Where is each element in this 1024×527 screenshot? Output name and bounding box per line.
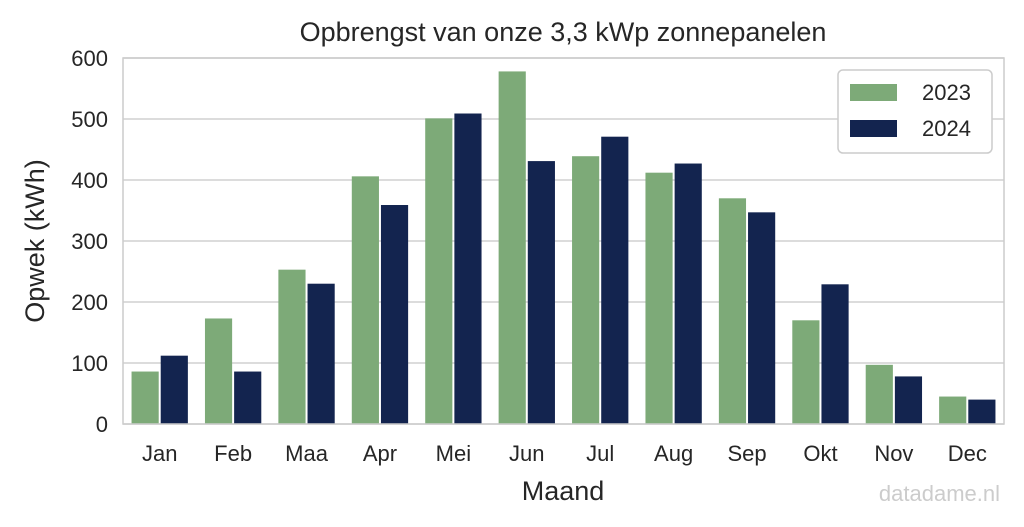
bar-2024-aug: [674, 163, 702, 424]
watermark-text: datadame.nl: [879, 481, 1000, 506]
bar-2024-okt: [821, 284, 849, 424]
bar-2024-jun: [527, 161, 555, 424]
bar-2023-okt: [792, 320, 820, 424]
y-tick-label: 100: [71, 351, 108, 376]
bar-2024-maa: [307, 283, 335, 424]
legend-label-2024: 2024: [922, 116, 971, 141]
legend-label-2023: 2023: [922, 80, 971, 105]
bar-2023-jul: [572, 156, 600, 424]
bar-2023-sep: [718, 198, 747, 424]
x-tick-label: Nov: [874, 441, 913, 466]
legend-swatch-2023: [850, 84, 897, 101]
plot-frame: [122, 57, 1005, 425]
bar-2023-apr: [351, 176, 379, 424]
x-tick-label: Mei: [436, 441, 471, 466]
bars: [131, 71, 996, 425]
x-tick-label: Jun: [509, 441, 544, 466]
bar-2024-apr: [380, 205, 409, 424]
bar-2023-aug: [645, 172, 673, 424]
x-tick-label: Aug: [654, 441, 693, 466]
y-tick-label: 300: [71, 229, 108, 254]
legend: 2023 2024: [837, 69, 993, 154]
bar-2024-mei: [454, 113, 482, 424]
x-axis-label: Maand: [522, 476, 605, 506]
bar-2024-dec: [968, 399, 996, 424]
x-tick-label: Dec: [948, 441, 987, 466]
y-axis-label: Opwek (kWh): [20, 159, 50, 323]
y-tick-label: 0: [96, 412, 108, 437]
x-tick-label: Okt: [803, 441, 837, 466]
y-tick-labels: 0 100 200 300 400 500 600: [71, 46, 108, 437]
bar-2024-sep: [748, 212, 776, 424]
bar-2023-mei: [425, 118, 453, 424]
bar-2023-dec: [939, 396, 967, 424]
x-tick-label: Sep: [727, 441, 766, 466]
x-tick-label: Apr: [363, 441, 397, 466]
x-tick-label: Jul: [586, 441, 614, 466]
x-tick-labels: Jan Feb Maa Apr Mei Jun Jul Aug Sep Okt Nov Dec: [142, 441, 987, 466]
bar-2023-maa: [278, 269, 306, 424]
bar-2023-nov: [865, 364, 893, 424]
y-tick-label: 200: [71, 290, 108, 315]
bar-2023-jun: [498, 71, 526, 425]
bar-2024-jan: [160, 355, 188, 424]
x-tick-label: Feb: [214, 441, 252, 466]
bar-2023-feb: [204, 318, 233, 424]
y-tick-label: 600: [71, 46, 108, 71]
y-tick-label: 500: [71, 107, 108, 132]
bar-2024-nov: [894, 376, 923, 424]
y-tick-label: 400: [71, 168, 108, 193]
bar-2023-jan: [131, 371, 159, 424]
x-tick-label: Maa: [285, 441, 329, 466]
x-tick-label: Jan: [142, 441, 177, 466]
chart-title: Opbrengst van onze 3,3 kWp zonnepanelen: [300, 17, 827, 47]
legend-swatch-2024: [850, 120, 897, 137]
bar-2024-jul: [601, 136, 629, 424]
bar-2024-feb: [234, 371, 262, 424]
